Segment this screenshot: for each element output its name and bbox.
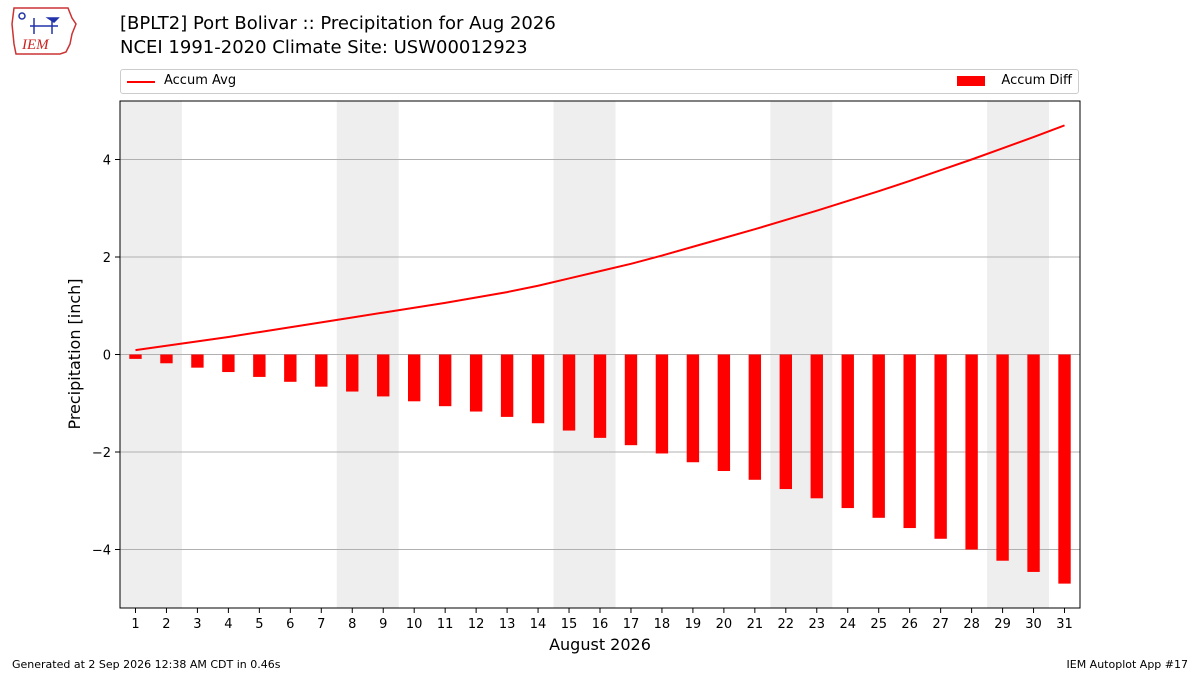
x-tick-label: 27	[932, 617, 949, 632]
x-tick-label: 11	[437, 617, 454, 632]
diff-bar	[562, 354, 576, 431]
diff-bar	[160, 354, 173, 364]
diff-bar	[315, 354, 328, 387]
y-axis-label: Precipitation [inch]	[65, 278, 84, 429]
diff-bar	[934, 354, 947, 539]
x-tick-label: 29	[994, 617, 1011, 632]
x-tick-label: 25	[870, 617, 887, 632]
diff-bar	[965, 354, 978, 550]
x-tick-label: 20	[716, 617, 733, 632]
legend-line-swatch	[127, 81, 155, 83]
x-tick-label: 12	[468, 617, 485, 632]
diff-bar	[717, 354, 731, 472]
logo-text: IEM	[21, 37, 50, 53]
x-tick-label: 9	[379, 617, 387, 632]
y-tick-label: 4	[103, 154, 111, 169]
x-tick-label: 28	[963, 617, 980, 632]
x-tick-label: 30	[1025, 617, 1042, 632]
x-tick-label: 26	[901, 617, 918, 632]
footer-generated-text: Generated at 2 Sep 2026 12:38 AM CDT in …	[12, 658, 281, 671]
diff-bar	[284, 354, 297, 382]
y-tick-label: 0	[103, 349, 111, 364]
diff-bar	[872, 354, 885, 518]
diff-bar	[655, 354, 669, 454]
legend: Accum Avg Accum Diff	[120, 69, 1079, 94]
x-tick-label: 14	[530, 617, 547, 632]
legend-accum-diff-label: Accum Diff	[1001, 73, 1072, 88]
x-tick-label: 6	[286, 617, 294, 632]
diff-bar	[377, 354, 390, 397]
diff-bar	[903, 354, 916, 529]
diff-bar	[531, 354, 545, 424]
diff-bar	[469, 354, 483, 412]
x-tick-label: 21	[747, 617, 764, 632]
diff-bar	[996, 354, 1009, 561]
diff-bar	[748, 354, 762, 480]
diff-bar	[779, 354, 792, 490]
diff-bar	[1027, 354, 1040, 572]
x-tick-label: 2	[162, 617, 170, 632]
diff-bar	[408, 354, 421, 402]
footer-app-text: IEM Autoplot App #17	[1066, 658, 1189, 671]
diff-bar	[438, 354, 452, 407]
x-tick-label: 13	[499, 617, 516, 632]
accum-avg-line	[135, 124, 1065, 352]
x-tick-label: 8	[348, 617, 356, 632]
diff-bar	[841, 354, 854, 509]
chart-subtitle: NCEI 1991-2020 Climate Site: USW00012923	[120, 37, 528, 58]
diff-bar	[500, 354, 514, 417]
x-tick-label: 4	[224, 617, 232, 632]
x-tick-label: 15	[561, 617, 578, 632]
diff-bar	[191, 354, 204, 368]
diff-bar	[1058, 354, 1071, 584]
y-tick-label: 2	[103, 251, 111, 266]
chart-title: [BPLT2] Port Bolivar :: Precipitation fo…	[120, 13, 556, 34]
diff-bar	[593, 354, 607, 438]
diff-bar	[129, 354, 142, 359]
x-tick-label: 31	[1056, 617, 1073, 632]
diff-bar	[253, 354, 266, 377]
x-tick-label: 18	[654, 617, 671, 632]
diff-bar	[810, 354, 823, 499]
x-tick-label: 19	[685, 617, 702, 632]
x-tick-label: 5	[255, 617, 263, 632]
x-tick-label: 3	[193, 617, 201, 632]
x-tick-label: 16	[592, 617, 609, 632]
y-tick-label: −2	[92, 446, 111, 461]
diff-bar	[624, 354, 638, 446]
x-axis-label: August 2026	[549, 635, 651, 654]
x-tick-label: 22	[778, 617, 795, 632]
diff-bar	[346, 354, 359, 392]
x-tick-label: 17	[623, 617, 640, 632]
y-tick-label: −4	[92, 544, 111, 559]
x-tick-label: 10	[406, 617, 423, 632]
diff-bar	[686, 354, 700, 463]
x-tick-label: 24	[839, 617, 856, 632]
plot-frame	[119, 100, 1081, 609]
iem-logo: IEM	[8, 4, 80, 58]
diff-bar	[222, 354, 235, 373]
legend-bar-swatch	[957, 76, 985, 86]
legend-accum-avg-label: Accum Avg	[164, 73, 237, 88]
x-tick-label: 7	[317, 617, 325, 632]
x-tick-label: 23	[809, 617, 826, 632]
x-tick-label: 1	[131, 617, 139, 632]
